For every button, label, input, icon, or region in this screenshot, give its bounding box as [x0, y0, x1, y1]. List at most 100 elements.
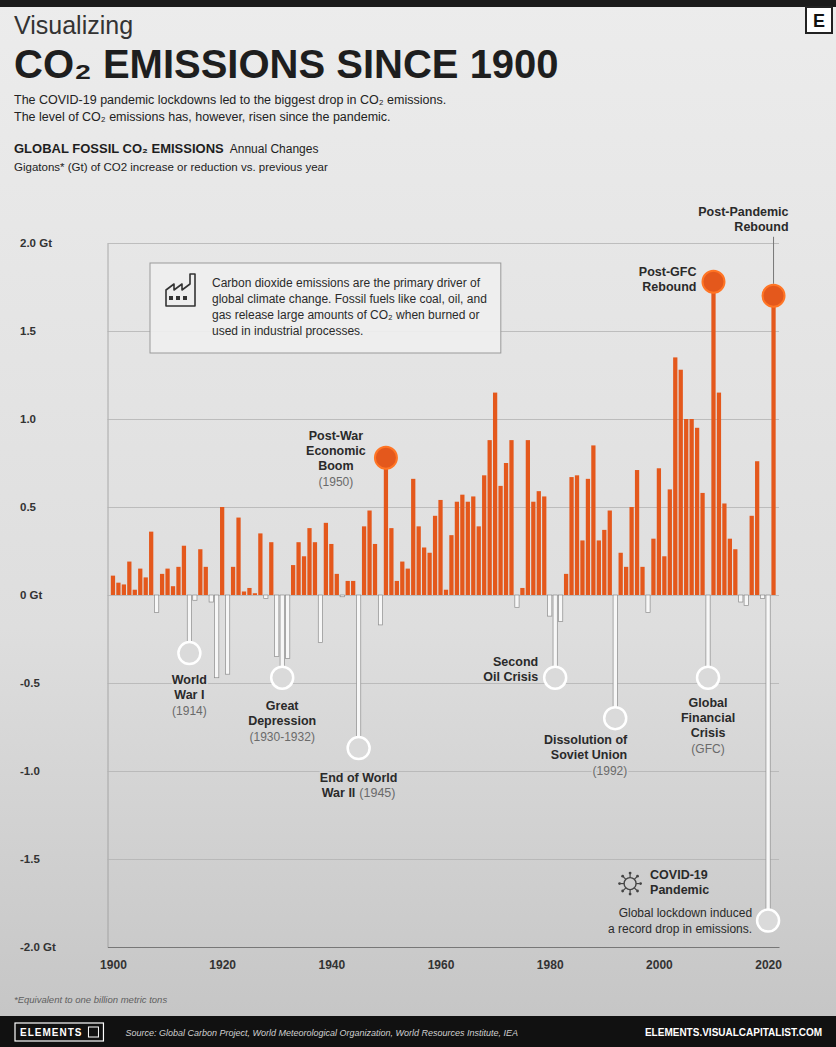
bar [395, 581, 399, 595]
annotation-marker [271, 667, 293, 689]
y-tick-label: -0.5 [20, 677, 40, 689]
bar [613, 595, 617, 718]
bar [684, 419, 688, 595]
bar [160, 574, 164, 595]
y-tick: -1.0 [20, 765, 779, 777]
y-tick-label: -2.0 Gt [20, 941, 56, 953]
bar [542, 496, 546, 595]
leader-line [773, 237, 774, 284]
info-box: Carbon dioxide emissions are the primary… [150, 263, 501, 353]
bar [597, 540, 601, 595]
annotation: End of WorldWar II(1945) [320, 771, 398, 800]
bar [744, 595, 748, 606]
bar [711, 282, 715, 595]
bar [520, 588, 524, 595]
bar [373, 544, 377, 595]
x-tick: 1960 [428, 947, 455, 972]
y-tick: -2.0 Gt [20, 941, 779, 953]
bar [427, 553, 431, 595]
bar [466, 502, 470, 595]
bar [580, 540, 584, 595]
virus-icon [618, 872, 642, 896]
bar [569, 477, 573, 595]
bar [220, 507, 224, 595]
info-box-frame [150, 263, 501, 353]
annotation: WorldWar I(1914) [172, 673, 207, 718]
grid-line [108, 683, 780, 684]
y-tick-label: 2.0 Gt [20, 237, 52, 249]
annotation-label: Financial [681, 711, 735, 725]
y-axis-title: Gigatons* (Gt) of CO2 increase or reduct… [14, 161, 328, 173]
bar [231, 567, 235, 595]
footnote: *Equivalent to one billion metric tons [14, 994, 167, 1005]
plot-area [111, 282, 776, 921]
annotation: GreatDepression(1930-1932) [248, 699, 316, 744]
bar [438, 500, 442, 595]
y-tick: -0.5 [20, 677, 779, 689]
info-text: used in industrial processes. [212, 324, 363, 338]
bar [760, 595, 764, 599]
bar [471, 496, 475, 595]
logo-box [806, 7, 832, 33]
annotation-label: Oil Crisis [483, 670, 538, 684]
bar [340, 595, 344, 597]
bar [138, 569, 142, 595]
bar [700, 493, 704, 595]
bar [449, 535, 453, 595]
annotation-marker [348, 737, 370, 759]
bar [417, 526, 421, 595]
bar [624, 567, 628, 595]
bar [286, 595, 290, 658]
bar [651, 539, 655, 595]
bar [236, 518, 240, 595]
virus-tip [636, 890, 639, 893]
bar [482, 475, 486, 595]
annotation-marker [178, 642, 200, 664]
bar [346, 581, 350, 595]
virus-spike [636, 883, 640, 884]
subtitle: The COVID-19 pandemic lockdowns led to t… [14, 93, 446, 107]
bar [722, 503, 726, 595]
bar [646, 595, 650, 613]
annotation-marker [763, 285, 785, 307]
annotation-label: Global [689, 696, 728, 710]
annotation-label: Soviet Union [551, 748, 627, 762]
annotation-label: Depression [248, 714, 316, 728]
bar [116, 583, 120, 595]
top-band [0, 0, 836, 7]
annotation: SecondOil Crisis [483, 655, 538, 684]
bar [564, 574, 568, 595]
grid-line [108, 507, 780, 508]
virus-tip [629, 872, 632, 875]
bar [253, 593, 257, 595]
grid-line [108, 771, 780, 772]
bar [515, 595, 519, 607]
annotation: Dissolution ofSoviet Union(1992) [544, 733, 628, 778]
factory-icon [166, 274, 195, 306]
annotation-marker [375, 447, 397, 469]
bar [602, 530, 606, 595]
bar [225, 595, 229, 674]
bar [318, 595, 322, 643]
x-tick-label: 2020 [755, 958, 782, 972]
x-axis-line [108, 947, 780, 948]
grid-line [108, 419, 780, 420]
bar [531, 502, 535, 595]
bar [662, 556, 666, 595]
bar [335, 574, 339, 595]
bar [629, 507, 633, 595]
bar [657, 468, 661, 595]
annotation-label: Post-War [309, 429, 364, 443]
bar [728, 539, 732, 595]
y-tick: 2.0 Gt [20, 237, 779, 249]
x-tick: 1940 [318, 947, 345, 972]
annotation-note: (1950) [319, 475, 354, 489]
bar [640, 567, 644, 595]
annotation-marker [702, 271, 724, 293]
annotation-note: (1930-1932) [250, 730, 315, 744]
bar [127, 562, 131, 595]
logo: E [813, 11, 825, 31]
virus-spike [634, 888, 636, 890]
footer-source: Source: Global Carbon Project, World Met… [125, 1028, 518, 1038]
bar [493, 393, 497, 595]
